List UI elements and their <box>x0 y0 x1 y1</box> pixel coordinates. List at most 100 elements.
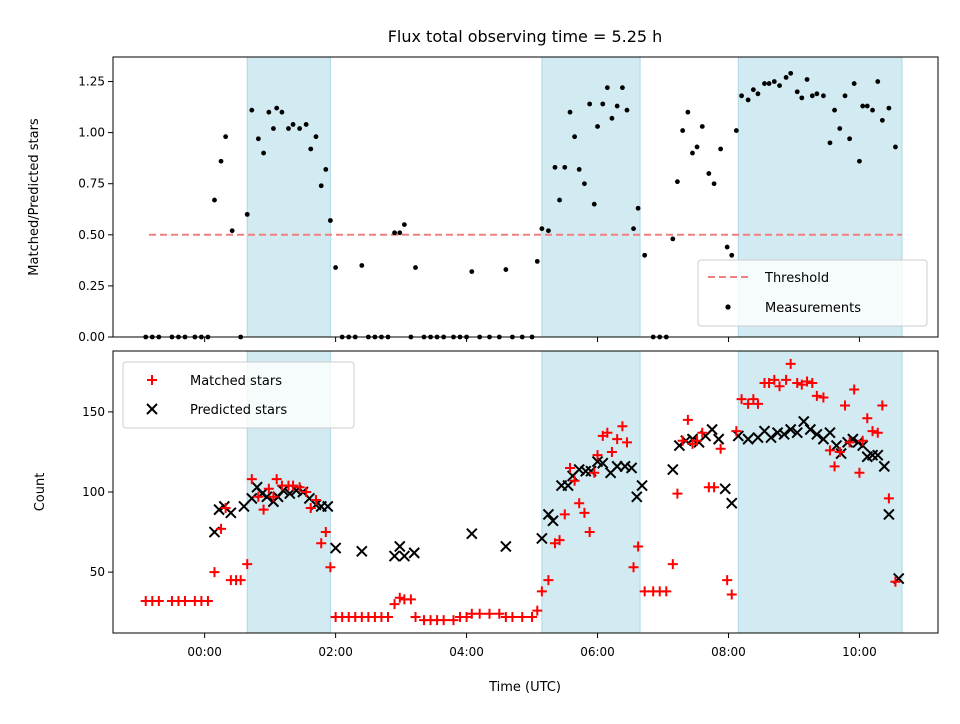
measurement-point <box>552 164 558 170</box>
matched-star-point <box>736 394 747 405</box>
matched-star-point <box>672 488 683 499</box>
measurement-point <box>675 179 680 185</box>
measurement-point <box>783 75 789 80</box>
predicted-star-point <box>573 463 585 476</box>
measurement-point <box>847 136 853 142</box>
measurement-point <box>711 181 717 187</box>
predicted-star-point <box>631 491 643 503</box>
measurement-point <box>893 144 898 150</box>
measurement-point <box>333 265 339 270</box>
predicted-star-point <box>329 542 342 554</box>
matched-star-point <box>811 390 822 401</box>
measurement-point <box>562 164 568 170</box>
y-tick-label: 50 <box>90 565 105 579</box>
measurement-point <box>642 252 648 258</box>
observing-window-0 <box>246 56 331 338</box>
matched-star-point <box>438 615 449 626</box>
predicted-star-point <box>765 431 777 444</box>
x-tick-label: 00:00 <box>187 645 222 659</box>
legend-matched-swatch <box>147 375 157 385</box>
matched-star-point <box>633 541 644 552</box>
matched-star-point <box>692 435 703 446</box>
bottom-x-ticks: 00:00 02:00 04:00 06:00 08:00 10:00 <box>187 633 877 659</box>
matched-star-point <box>316 538 327 549</box>
predicted-star-point <box>791 427 803 439</box>
matched-star-point <box>554 535 565 546</box>
matched-star-point <box>258 504 269 515</box>
matched-star-point <box>807 378 818 389</box>
measurement-point <box>766 81 772 86</box>
predicted-star-point <box>619 460 631 473</box>
matched-star-point <box>872 427 883 438</box>
predicted-star-point <box>625 462 638 474</box>
matched-star-point <box>246 474 257 485</box>
measurement-point <box>286 126 291 131</box>
matched-star-point <box>305 503 316 514</box>
matched-star-point <box>602 427 613 438</box>
matched-star-point <box>565 462 576 473</box>
top-ylabel: Matched/Predicted stars <box>27 118 42 276</box>
measurement-point <box>249 107 255 113</box>
matched-star-point <box>682 414 693 425</box>
measurement-point <box>680 128 686 133</box>
measurement-point <box>699 124 705 129</box>
measurement-point <box>591 201 597 207</box>
measurement-point <box>879 117 885 123</box>
matched-star-point <box>507 611 518 622</box>
measurement-point <box>631 226 636 232</box>
measurement-point <box>762 81 767 86</box>
measurement-point <box>274 105 280 111</box>
predicted-star-point <box>536 532 548 545</box>
measurement-point <box>595 124 600 129</box>
y-tick-label: 0.75 <box>78 177 105 191</box>
matched-star-point <box>569 475 580 486</box>
predicted-star-point <box>597 457 609 469</box>
bottom-legend: Matched stars Predicted stars <box>122 361 355 429</box>
matched-star-point <box>824 445 835 456</box>
matched-star-point <box>840 400 851 411</box>
measurement-point <box>837 126 843 131</box>
predicted-star-point <box>225 507 237 519</box>
measurement-point <box>750 87 756 93</box>
measurement-point <box>777 83 782 89</box>
matched-star-point <box>559 509 570 520</box>
measurement-point <box>886 105 892 111</box>
predicted-star-point <box>824 427 836 439</box>
legend-measurements-swatch <box>725 304 731 310</box>
predicted-star-point <box>667 463 679 476</box>
measurement-point <box>582 181 587 187</box>
measurement-point <box>392 230 397 236</box>
top-y-ticks: 0.00 0.25 0.50 0.75 1.00 1.25 <box>78 75 113 344</box>
predicted-star-point <box>804 423 817 436</box>
predicted-star-point <box>719 483 731 495</box>
x-tick-label: 06:00 <box>580 645 615 659</box>
matched-star-point <box>628 562 639 573</box>
measurement-point <box>469 269 475 274</box>
measurement-point <box>297 126 303 131</box>
predicted-star-point <box>398 550 411 562</box>
measurement-point <box>290 122 296 127</box>
matched-star-point <box>527 611 538 622</box>
matched-star-point <box>153 595 164 606</box>
matched-star-point <box>709 482 720 493</box>
matched-star-point <box>785 358 796 369</box>
top-panel: 0.00 0.25 0.50 0.75 1.00 1.25 Flux total obse… <box>27 27 939 344</box>
matched-star-point <box>405 594 416 605</box>
top-legend-box <box>697 259 928 327</box>
legend-predicted-label: Predicted stars <box>190 403 287 418</box>
measurement-point <box>857 158 862 164</box>
measurement-point <box>539 226 545 232</box>
predicted-star-point <box>394 540 406 553</box>
y-tick-label: 150 <box>82 405 105 419</box>
measurement-point <box>266 109 272 115</box>
measurement-point <box>576 167 582 172</box>
predicted-star-point <box>811 428 823 441</box>
matched-star-point <box>394 592 405 603</box>
matched-star-point <box>592 450 603 461</box>
predicted-star-point <box>835 447 847 460</box>
measurement-point <box>313 134 319 140</box>
predicted-star-point <box>883 508 895 521</box>
matched-star-point <box>844 437 855 448</box>
matched-star-point <box>288 480 299 491</box>
measurement-point <box>503 267 509 272</box>
